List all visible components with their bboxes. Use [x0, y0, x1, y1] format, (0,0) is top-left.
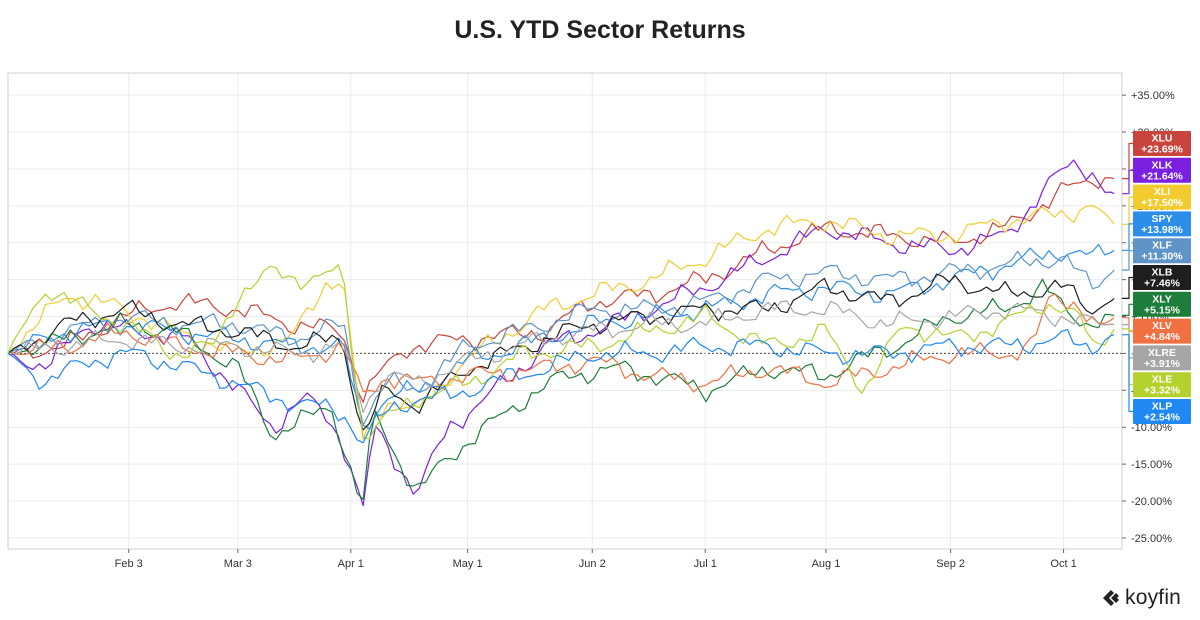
series-line-xlre: [7, 300, 1115, 414]
x-axis: Feb 3 Mar 3 Apr 1 May 1 Jun 2 Jul 1 Aug 1 Sep 2…: [115, 549, 1077, 570]
x-tick-label: Apr 1: [338, 558, 364, 570]
tag-connector-xly: [1122, 303, 1133, 316]
y-tick-label: -20.00%: [1131, 496, 1172, 508]
chart-title: U.S. YTD Sector Returns: [454, 16, 746, 44]
tag-ticker: XLU: [1152, 133, 1173, 145]
plot-area-border: [7, 72, 1123, 550]
value-tag-xli[interactable]: [1133, 184, 1191, 210]
x-tick-label: Jul 1: [694, 558, 717, 570]
tag-ticker: XLE: [1152, 374, 1172, 386]
tag-ticker: XLB: [1152, 267, 1173, 279]
tag-ticker: XLK: [1152, 159, 1173, 171]
series-line-xli: [7, 205, 1115, 441]
tag-value: +17.50%: [1141, 197, 1183, 209]
x-tick-label: May 1: [453, 558, 483, 570]
tag-ticker: XLI: [1154, 186, 1170, 198]
tag-connector-xlk: [1122, 169, 1133, 195]
value-tag-xlu[interactable]: [1133, 131, 1191, 156]
tag-value: +21.64%: [1141, 170, 1183, 182]
value-tag-xlre[interactable]: [1133, 345, 1191, 371]
series-line-xlf: [7, 250, 1115, 426]
x-tick-label: Jun 2: [579, 558, 606, 570]
series-lines: [7, 159, 1115, 507]
value-tag-xlk[interactable]: [1133, 157, 1191, 183]
grid-lines: [8, 73, 1122, 549]
tag-connector-xli: [1122, 196, 1133, 225]
tag-connector-xlf: [1122, 250, 1133, 271]
y-tick-label: -10.00%: [1131, 422, 1172, 434]
tag-connector-xlb: [1122, 276, 1133, 299]
tag-value: +23.69%: [1141, 144, 1183, 156]
tag-ticker: XLY: [1152, 293, 1171, 305]
tag-connector-xlp: [1122, 334, 1133, 413]
tag-value: +13.98%: [1141, 224, 1183, 236]
tag-value: +11.30%: [1141, 251, 1183, 263]
tag-value: +7.46%: [1144, 278, 1181, 290]
series-line-xlv: [7, 293, 1115, 393]
tag-ticker: XLRE: [1148, 347, 1176, 359]
x-tick-label: Sep 2: [936, 558, 965, 570]
value-tags: XLU+23.69% XLK+21.64% XLI+17.50% SPY+13.98%…: [1122, 131, 1191, 424]
x-tick-label: Mar 3: [224, 558, 252, 570]
tag-value: +4.84%: [1144, 331, 1181, 343]
tag-ticker: XLP: [1152, 401, 1172, 413]
value-tag-spy[interactable]: [1133, 211, 1191, 237]
value-tag-xle[interactable]: [1133, 372, 1191, 398]
tag-connector-spy: [1122, 223, 1133, 251]
tag-value: +2.54%: [1144, 412, 1181, 424]
y-tick-label: -15.00%: [1131, 459, 1172, 471]
value-tag-xlp[interactable]: [1133, 399, 1191, 424]
x-tick-label: Oct 1: [1050, 558, 1076, 570]
series-line-xlb: [7, 273, 1115, 431]
series-line-spy: [7, 243, 1115, 430]
value-tag-xlf[interactable]: [1133, 238, 1191, 264]
tag-ticker: XLF: [1152, 240, 1172, 252]
brand-name: koyfin: [1125, 586, 1182, 609]
tag-ticker: XLV: [1152, 320, 1172, 332]
series-line-xly: [7, 278, 1115, 500]
series-line-xlp: [7, 329, 1115, 444]
tag-value: +3.32%: [1144, 385, 1181, 397]
koyfin-logo-icon: [1103, 590, 1119, 606]
value-tag-xlv[interactable]: [1133, 318, 1191, 344]
x-tick-label: Feb 3: [115, 558, 143, 570]
series-line-xle: [7, 264, 1115, 440]
y-tick-label: -25.00%: [1131, 533, 1172, 545]
y-tick-label: +35.00%: [1131, 90, 1175, 102]
tag-value: +5.15%: [1144, 304, 1181, 316]
x-tick-label: Aug 1: [812, 558, 841, 570]
value-tag-xly[interactable]: [1133, 291, 1191, 317]
brand-logo: koyfin: [1100, 586, 1181, 610]
tag-value: +3.91%: [1144, 358, 1181, 370]
tag-connector-xlu: [1122, 142, 1133, 180]
value-tag-xlb[interactable]: [1133, 265, 1191, 290]
tag-ticker: SPY: [1151, 213, 1172, 225]
